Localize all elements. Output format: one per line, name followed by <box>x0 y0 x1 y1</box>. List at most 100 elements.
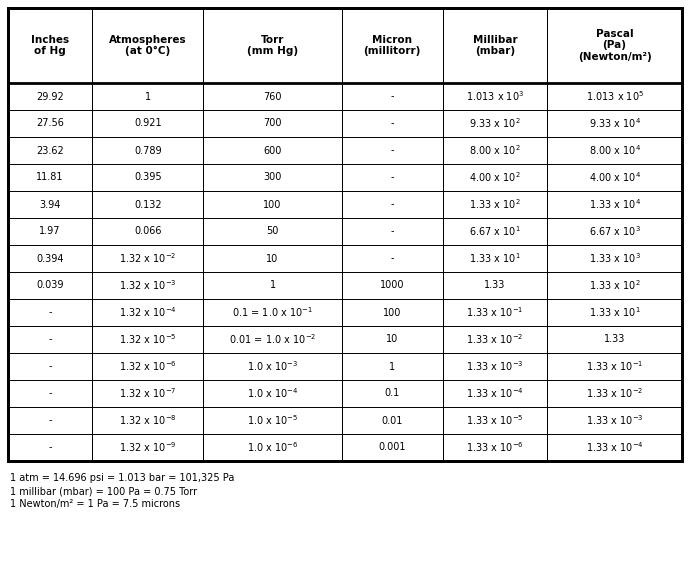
Text: 1.32 x 10$^{-7}$: 1.32 x 10$^{-7}$ <box>119 387 177 401</box>
Bar <box>8 83 92 110</box>
Bar <box>8 8 682 461</box>
Text: 100: 100 <box>383 307 402 317</box>
Text: 0.921: 0.921 <box>134 118 161 128</box>
Bar <box>92 272 204 299</box>
Text: 0.01 = 1.0 x 10$^{-2}$: 0.01 = 1.0 x 10$^{-2}$ <box>229 332 316 346</box>
Bar <box>8 110 92 137</box>
Bar <box>92 380 204 407</box>
Bar <box>204 83 342 110</box>
Bar <box>443 8 547 83</box>
Text: 0.001: 0.001 <box>378 443 406 453</box>
Text: 1.33 x 10$^{2}$: 1.33 x 10$^{2}$ <box>589 279 640 292</box>
Bar <box>443 434 547 461</box>
Bar <box>204 218 342 245</box>
Bar <box>92 434 204 461</box>
Text: 1000: 1000 <box>380 280 404 291</box>
Bar <box>342 245 443 272</box>
Bar <box>547 353 682 380</box>
Bar <box>443 137 547 164</box>
Bar <box>204 245 342 272</box>
Bar <box>92 164 204 191</box>
Bar <box>204 137 342 164</box>
Text: 1.0 x 10$^{-3}$: 1.0 x 10$^{-3}$ <box>247 360 298 373</box>
Bar <box>8 434 92 461</box>
Text: 0.395: 0.395 <box>134 172 161 183</box>
Bar <box>8 191 92 218</box>
Text: 1.32 x 10$^{-9}$: 1.32 x 10$^{-9}$ <box>119 440 177 454</box>
Bar <box>342 137 443 164</box>
Text: -: - <box>48 335 52 344</box>
Text: -: - <box>48 388 52 398</box>
Text: 1: 1 <box>145 91 151 102</box>
Text: 1.32 x 10$^{-4}$: 1.32 x 10$^{-4}$ <box>119 306 177 320</box>
Bar <box>547 245 682 272</box>
Bar <box>92 8 204 83</box>
Bar <box>8 407 92 434</box>
Bar <box>547 407 682 434</box>
Text: 1.33 x 10$^{2}$: 1.33 x 10$^{2}$ <box>469 198 521 212</box>
Bar <box>443 299 547 326</box>
Bar <box>8 299 92 326</box>
Bar <box>8 218 92 245</box>
Text: 0.1 = 1.0 x 10$^{-1}$: 0.1 = 1.0 x 10$^{-1}$ <box>232 306 313 320</box>
Bar <box>92 137 204 164</box>
Bar <box>547 8 682 83</box>
Bar <box>92 218 204 245</box>
Text: 4.00 x 10$^{4}$: 4.00 x 10$^{4}$ <box>589 171 641 184</box>
Bar <box>443 164 547 191</box>
Bar <box>443 218 547 245</box>
Text: Atmospheres
(at 0°C): Atmospheres (at 0°C) <box>109 35 187 56</box>
Text: Millibar
(mbar): Millibar (mbar) <box>473 35 518 56</box>
Text: 0.394: 0.394 <box>37 254 64 264</box>
Bar <box>342 110 443 137</box>
Bar <box>8 326 92 353</box>
Bar <box>547 434 682 461</box>
Text: 8.00 x 10$^{4}$: 8.00 x 10$^{4}$ <box>589 143 641 157</box>
Bar <box>547 299 682 326</box>
Text: 1.33 x 10$^{-4}$: 1.33 x 10$^{-4}$ <box>586 440 644 454</box>
Text: 300: 300 <box>264 172 282 183</box>
Bar <box>8 272 92 299</box>
Bar <box>443 272 547 299</box>
Text: 0.132: 0.132 <box>134 199 161 209</box>
Bar <box>8 8 682 461</box>
Text: 0.1: 0.1 <box>384 388 400 398</box>
Bar <box>547 218 682 245</box>
Bar <box>443 407 547 434</box>
Bar <box>204 164 342 191</box>
Bar <box>204 110 342 137</box>
Text: 0.066: 0.066 <box>134 227 161 236</box>
Text: 1.0 x 10$^{-6}$: 1.0 x 10$^{-6}$ <box>247 440 298 454</box>
Text: -: - <box>391 172 394 183</box>
Text: 9.33 x 10$^{4}$: 9.33 x 10$^{4}$ <box>589 117 641 131</box>
Bar <box>342 218 443 245</box>
Text: Torr
(mm Hg): Torr (mm Hg) <box>247 35 298 56</box>
Text: 1.32 x 10$^{-6}$: 1.32 x 10$^{-6}$ <box>119 360 177 373</box>
Bar <box>92 83 204 110</box>
Text: 10: 10 <box>266 254 279 264</box>
Text: 1.0 x 10$^{-4}$: 1.0 x 10$^{-4}$ <box>247 387 298 401</box>
Text: Inches
of Hg: Inches of Hg <box>31 35 69 56</box>
Bar <box>342 191 443 218</box>
Text: 10: 10 <box>386 335 398 344</box>
Text: 1: 1 <box>270 280 275 291</box>
Text: 0.01: 0.01 <box>382 416 403 425</box>
Bar <box>547 83 682 110</box>
Text: 8.00 x 10$^{2}$: 8.00 x 10$^{2}$ <box>469 143 521 157</box>
Bar <box>547 191 682 218</box>
Text: 1.33 x 10$^{-2}$: 1.33 x 10$^{-2}$ <box>466 332 524 346</box>
Text: 1.97: 1.97 <box>39 227 61 236</box>
Bar <box>92 299 204 326</box>
Text: -: - <box>391 146 394 155</box>
Bar <box>204 272 342 299</box>
Bar <box>443 191 547 218</box>
Text: -: - <box>391 91 394 102</box>
Text: -: - <box>48 416 52 425</box>
Text: 6.67 x 10$^{1}$: 6.67 x 10$^{1}$ <box>469 225 521 238</box>
Bar <box>342 272 443 299</box>
Text: 1.33 x 10$^{3}$: 1.33 x 10$^{3}$ <box>589 251 640 265</box>
Text: Micron
(millitorr): Micron (millitorr) <box>364 35 421 56</box>
Text: 4.00 x 10$^{2}$: 4.00 x 10$^{2}$ <box>469 171 521 184</box>
Text: 100: 100 <box>264 199 282 209</box>
Text: 1: 1 <box>389 361 395 372</box>
